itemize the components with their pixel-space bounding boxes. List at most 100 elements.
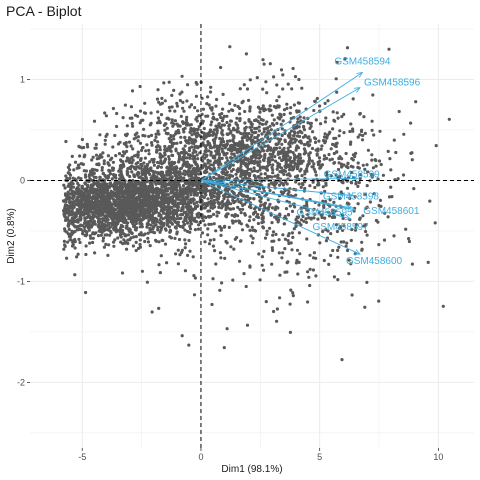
observation-point — [354, 182, 358, 186]
observation-point — [228, 123, 232, 127]
observation-point — [140, 191, 145, 195]
observation-point — [209, 85, 213, 89]
observation-point — [308, 139, 312, 143]
observation-point — [103, 138, 107, 142]
observation-point — [275, 167, 279, 171]
observation-point — [220, 129, 224, 133]
observation-point — [262, 62, 266, 66]
observation-point — [271, 163, 275, 167]
observation-point — [232, 214, 237, 218]
observation-point — [321, 229, 325, 234]
observation-point — [84, 229, 88, 233]
observation-point — [283, 247, 287, 251]
observation-point — [115, 202, 119, 206]
observation-point — [159, 113, 164, 117]
observation-point — [174, 226, 178, 230]
observation-point — [193, 106, 197, 110]
observation-point — [265, 120, 269, 124]
observation-point — [299, 159, 303, 163]
observation-point — [434, 144, 438, 148]
observation-point — [97, 163, 101, 167]
observation-point — [82, 198, 86, 202]
observation-point — [317, 183, 321, 187]
observation-point — [185, 115, 189, 119]
observation-point — [296, 120, 300, 124]
observation-point — [447, 117, 451, 121]
observation-point — [247, 137, 252, 141]
observation-point — [89, 225, 93, 229]
observation-point — [305, 167, 309, 171]
observation-point — [312, 167, 316, 171]
observation-point — [305, 207, 309, 211]
observation-point — [123, 197, 128, 201]
observation-point — [253, 174, 257, 179]
observation-point — [370, 128, 374, 132]
observation-point — [256, 215, 261, 220]
observation-point — [106, 191, 110, 195]
observation-point — [291, 294, 295, 298]
observation-point — [263, 165, 267, 169]
observation-point — [121, 231, 125, 236]
observation-point — [307, 275, 311, 279]
observation-point — [313, 99, 317, 103]
observation-point — [172, 122, 176, 126]
observation-point — [329, 174, 333, 178]
observation-point — [119, 187, 123, 191]
observation-point — [354, 222, 358, 227]
observation-point — [284, 207, 289, 211]
observation-point — [205, 170, 209, 174]
observation-point — [80, 184, 84, 188]
observation-point — [79, 189, 83, 193]
observation-point — [321, 138, 326, 143]
observation-point — [246, 224, 250, 228]
observation-point — [262, 158, 266, 163]
observation-point — [151, 190, 155, 194]
observation-point — [187, 173, 191, 177]
observation-point — [92, 175, 96, 179]
observation-point — [175, 101, 179, 105]
observation-point — [253, 126, 257, 131]
observation-point — [84, 244, 88, 248]
observation-point — [111, 191, 115, 196]
observation-point — [181, 220, 185, 224]
observation-point — [159, 188, 163, 192]
observation-point — [370, 153, 374, 157]
observation-point — [281, 87, 285, 91]
observation-point — [300, 131, 304, 135]
observation-point — [174, 252, 178, 256]
observation-point — [154, 191, 158, 195]
observation-point — [295, 258, 299, 262]
observation-point — [138, 141, 143, 145]
observation-point — [232, 134, 236, 138]
observation-point — [89, 205, 93, 209]
observation-point — [160, 176, 164, 180]
observation-point — [288, 330, 292, 334]
observation-point — [93, 146, 97, 150]
observation-point — [272, 150, 276, 154]
observation-point — [214, 172, 218, 176]
observation-point — [340, 115, 344, 119]
observation-point — [182, 109, 186, 113]
observation-point — [236, 126, 240, 130]
observation-point — [314, 118, 318, 122]
observation-point — [222, 197, 226, 201]
observation-point — [390, 195, 394, 199]
observation-point — [366, 148, 370, 152]
observation-point — [283, 237, 287, 241]
observation-point — [139, 207, 143, 211]
observation-point — [212, 198, 216, 202]
observation-point — [235, 116, 239, 120]
observation-point — [220, 199, 225, 204]
observation-point — [272, 123, 276, 127]
observation-point — [325, 173, 329, 177]
observation-point — [268, 124, 272, 128]
observation-point — [253, 140, 257, 144]
observation-point — [147, 192, 151, 196]
observation-point — [179, 166, 183, 170]
observation-point — [325, 171, 329, 175]
observation-point — [268, 188, 272, 193]
observation-point — [247, 98, 251, 102]
observation-point — [189, 103, 194, 107]
observation-point — [193, 193, 197, 197]
observation-point — [142, 127, 146, 131]
